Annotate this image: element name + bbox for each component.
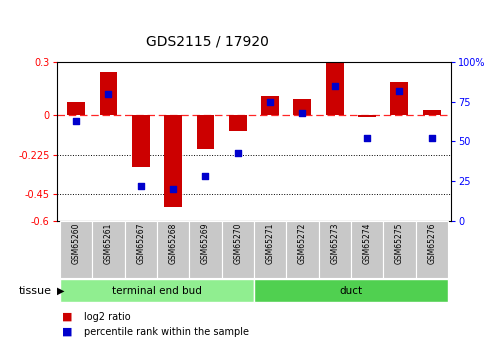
Bar (221, 221, 254, 278)
Text: GSM65260: GSM65260 (71, 223, 80, 264)
Text: GDS2115 / 17920: GDS2115 / 17920 (145, 34, 269, 48)
Text: tissue: tissue (19, 286, 52, 296)
Text: GSM65267: GSM65267 (136, 223, 145, 264)
Point (234, 150, 242, 155)
Text: GSM65273: GSM65273 (330, 223, 339, 264)
Bar (157, 221, 189, 278)
Point (331, 83, 339, 89)
Bar (383, 221, 416, 278)
Text: GSM65274: GSM65274 (362, 223, 372, 264)
Point (266, 99, 274, 105)
Text: GSM65268: GSM65268 (169, 223, 177, 264)
Bar (100, 72, 117, 115)
Bar (60, 221, 92, 278)
Bar (254, 279, 448, 302)
Point (169, 186, 177, 192)
Bar (164, 115, 182, 207)
Point (298, 110, 306, 116)
Bar (286, 221, 318, 278)
Text: percentile rank within the sample: percentile rank within the sample (84, 327, 249, 337)
Point (395, 88, 403, 93)
Text: ■: ■ (62, 312, 72, 322)
Text: log2 ratio: log2 ratio (84, 312, 131, 322)
Text: GSM65269: GSM65269 (201, 223, 210, 264)
Bar (318, 221, 351, 278)
Bar (189, 221, 221, 278)
Bar (254, 221, 286, 278)
Text: terminal end bud: terminal end bud (112, 286, 202, 296)
Text: ■: ■ (62, 327, 72, 337)
Point (363, 136, 371, 141)
Text: GSM65261: GSM65261 (104, 223, 113, 264)
Bar (229, 115, 246, 131)
Bar (293, 99, 311, 115)
Bar (92, 221, 125, 278)
Bar (261, 96, 279, 115)
Text: ▶: ▶ (57, 286, 65, 296)
Bar (326, 63, 344, 115)
Point (105, 91, 112, 97)
Text: duct: duct (339, 286, 362, 296)
Bar (423, 110, 441, 115)
Bar (67, 102, 85, 115)
Bar (125, 221, 157, 278)
Bar (358, 115, 376, 117)
Bar (197, 115, 214, 148)
Bar (132, 115, 150, 167)
Text: GSM65276: GSM65276 (427, 223, 436, 264)
Bar (390, 82, 408, 115)
Point (72, 118, 80, 124)
Point (428, 136, 436, 141)
Text: GSM65270: GSM65270 (233, 223, 242, 264)
Bar (416, 221, 448, 278)
Text: GSM65275: GSM65275 (395, 223, 404, 264)
Bar (351, 221, 383, 278)
Text: GSM65271: GSM65271 (266, 223, 275, 264)
Point (137, 183, 144, 189)
Bar (60, 279, 254, 302)
Point (202, 174, 210, 179)
Text: GSM65272: GSM65272 (298, 223, 307, 264)
